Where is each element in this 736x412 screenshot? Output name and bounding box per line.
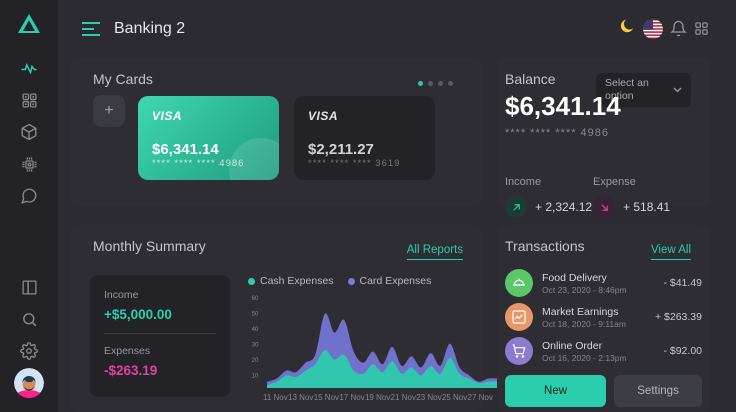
svg-text:60: 60: [252, 296, 259, 302]
svg-text:30: 30: [252, 343, 259, 349]
svg-text:20: 20: [252, 358, 259, 364]
svg-text:10: 10: [252, 374, 259, 380]
svg-text:40: 40: [252, 327, 259, 333]
svg-text:50: 50: [252, 311, 259, 317]
